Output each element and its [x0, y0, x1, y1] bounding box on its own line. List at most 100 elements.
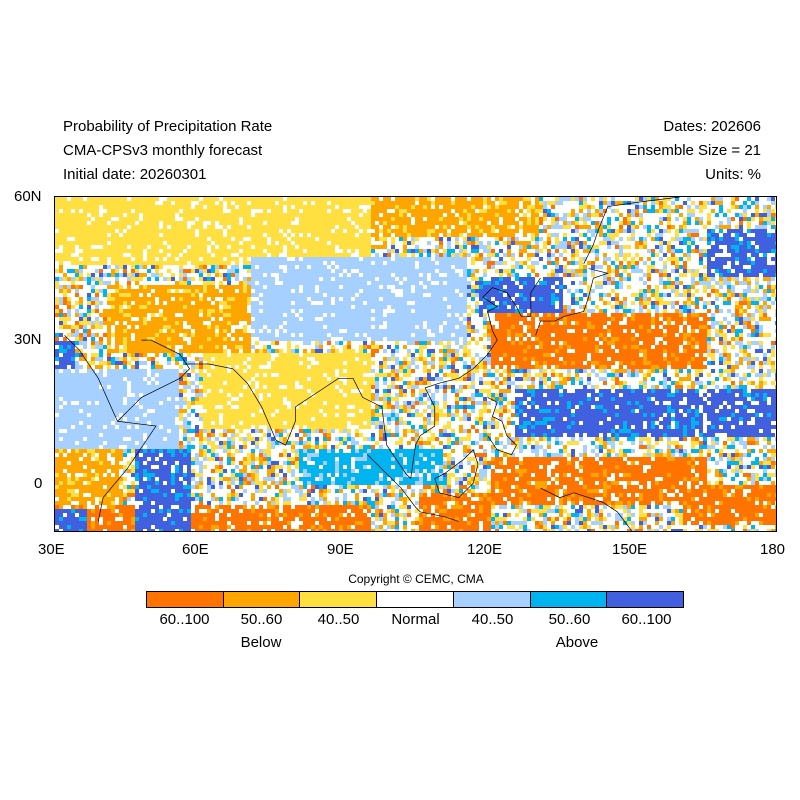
probability-cell — [275, 245, 279, 249]
probability-cell — [119, 313, 123, 317]
probability-cell — [159, 337, 163, 341]
probability-cell — [391, 221, 395, 225]
probability-cell — [463, 329, 467, 333]
probability-cell — [67, 213, 71, 217]
probability-cell — [131, 273, 135, 277]
probability-cell — [387, 273, 391, 277]
probability-cell — [655, 305, 659, 309]
probability-cell — [731, 313, 735, 317]
probability-cell — [315, 225, 319, 229]
probability-cell — [643, 273, 647, 277]
probability-cell — [471, 337, 475, 341]
probability-cell — [447, 249, 451, 253]
probability-cell — [543, 289, 547, 293]
probability-cell — [67, 249, 71, 253]
probability-cell — [155, 265, 159, 269]
probability-cell — [347, 289, 351, 293]
probability-cell — [675, 261, 679, 265]
probability-cell — [627, 237, 631, 241]
probability-cell — [267, 261, 271, 265]
probability-cell — [519, 289, 523, 293]
probability-cell — [203, 213, 207, 217]
probability-cell — [207, 241, 211, 245]
probability-cell — [487, 213, 491, 217]
probability-cell — [307, 333, 311, 337]
probability-cell — [323, 277, 327, 281]
probability-cell — [767, 217, 771, 221]
probability-cell — [579, 337, 583, 341]
probability-cell — [267, 313, 271, 317]
probability-cell — [515, 313, 519, 317]
probability-cell — [79, 273, 83, 277]
probability-cell — [55, 213, 59, 217]
probability-cell — [95, 293, 99, 297]
probability-cell — [755, 265, 759, 269]
probability-cell — [483, 225, 487, 229]
probability-cell — [147, 305, 151, 309]
probability-cell — [331, 225, 335, 229]
probability-cell — [267, 333, 271, 337]
probability-cell — [139, 253, 143, 257]
probability-cell — [127, 289, 131, 293]
probability-cell — [399, 337, 403, 341]
probability-cell — [623, 325, 627, 329]
probability-cell — [187, 201, 191, 205]
probability-cell — [387, 225, 391, 229]
probability-cell — [639, 313, 643, 317]
probability-cell — [583, 249, 587, 253]
probability-cell — [663, 333, 667, 337]
probability-cell — [399, 221, 403, 225]
probability-cell — [487, 217, 491, 221]
probability-cell — [743, 309, 747, 313]
probability-cell — [619, 317, 623, 321]
probability-cell — [315, 309, 319, 313]
probability-cell — [627, 285, 631, 289]
probability-cell — [95, 221, 99, 225]
probability-cell — [127, 257, 131, 261]
probability-cell — [447, 341, 451, 345]
probability-cell — [359, 305, 363, 309]
probability-cell — [655, 309, 659, 313]
probability-cell — [243, 281, 247, 285]
probability-cell — [435, 257, 439, 261]
probability-cell — [559, 301, 563, 305]
probability-cell — [303, 217, 307, 221]
probability-cell — [235, 201, 239, 205]
probability-cell — [403, 313, 407, 317]
probability-cell — [751, 265, 755, 269]
probability-cell — [63, 225, 67, 229]
probability-cell — [99, 221, 103, 225]
probability-cell — [535, 333, 539, 337]
probability-cell — [299, 225, 303, 229]
probability-cell — [103, 217, 107, 221]
probability-cell — [407, 205, 411, 209]
probability-cell — [279, 217, 283, 221]
probability-cell — [403, 241, 407, 245]
probability-cell — [155, 269, 159, 273]
probability-cell — [695, 333, 699, 337]
probability-cell — [687, 197, 691, 201]
probability-cell — [219, 265, 223, 269]
probability-cell — [279, 245, 283, 249]
probability-cell — [419, 201, 423, 205]
probability-cell — [203, 289, 207, 293]
probability-cell — [399, 217, 403, 221]
probability-cell — [699, 277, 703, 281]
probability-cell — [711, 209, 715, 213]
probability-cell — [551, 293, 555, 297]
probability-cell — [487, 261, 491, 265]
probability-cell — [419, 317, 423, 321]
probability-cell — [499, 225, 503, 229]
probability-cell — [631, 261, 635, 265]
probability-cell — [99, 269, 103, 273]
probability-cell — [555, 197, 559, 201]
probability-cell — [635, 325, 639, 329]
probability-cell — [255, 301, 259, 305]
probability-cell — [687, 285, 691, 289]
probability-cell — [155, 233, 159, 237]
probability-cell — [115, 201, 119, 205]
probability-cell — [507, 289, 511, 293]
probability-cell — [531, 253, 535, 257]
probability-cell — [275, 325, 279, 329]
probability-cell — [571, 269, 575, 273]
